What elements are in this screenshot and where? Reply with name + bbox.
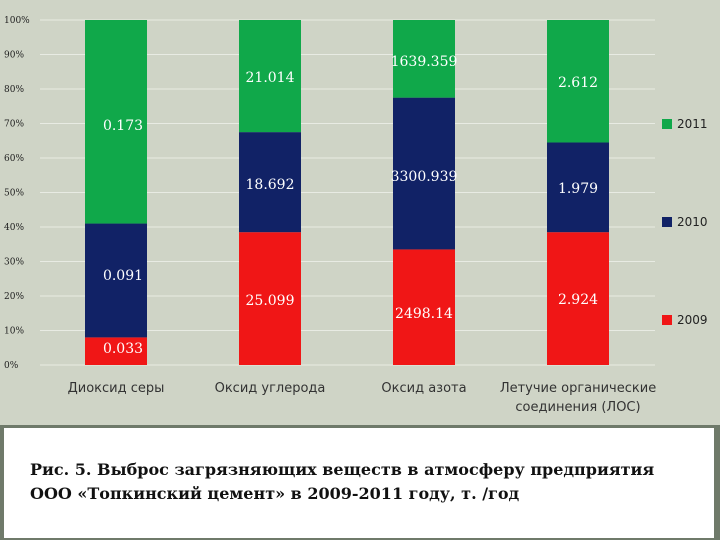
bar-segment-2011 <box>393 20 455 98</box>
y-tick-label: 70% <box>4 120 24 130</box>
bar-segment-2010 <box>393 97 455 250</box>
data-label: 2498.14 <box>395 306 453 322</box>
bar-segment-2011 <box>239 20 301 133</box>
y-tick-label: 90% <box>4 51 24 61</box>
chart-panel: 0% 10% 20% 30% 40% 50% 60% 70% 80% 90% 100% 0.033 2… <box>0 0 720 425</box>
data-label: 25.099 <box>246 293 295 309</box>
data-label: 3300.939 <box>391 169 458 185</box>
caption-box: Рис. 5. Выброс загрязняющих веществ в ат… <box>4 428 714 538</box>
data-label: 0.091 <box>103 268 143 284</box>
x-axis-labels: Диоксид серы Оксид углерода Оксид азота Лет… <box>68 381 657 415</box>
y-tick-label: 40% <box>4 223 24 233</box>
x-axis-label: Оксид азота <box>381 381 466 396</box>
x-axis-label: Оксид углерода <box>215 381 326 396</box>
bar-segment-2009 <box>239 232 301 365</box>
x-axis-label: Летучие органические <box>500 381 656 396</box>
data-labels: 0.033 25.099 2498.14 2.924 0.091 18.692 3300.9… <box>103 54 598 357</box>
legend-swatch-2010 <box>662 217 672 227</box>
y-tick-label: 20% <box>4 292 24 302</box>
data-label: 0.033 <box>103 341 143 357</box>
x-axis-label: Диоксид серы <box>68 381 165 396</box>
data-label: 1.979 <box>558 181 598 197</box>
bar-segment-2010 <box>239 132 301 233</box>
x-axis-label: соединения (ЛОС) <box>515 400 640 415</box>
figure-caption: Рис. 5. Выброс загрязняющих веществ в ат… <box>30 460 655 503</box>
legend-label-2010: 2010 <box>677 215 708 229</box>
y-axis-ticks: 0% 10% 20% 30% 40% 50% 60% 70% 80% 90% 100% <box>4 16 30 371</box>
data-label: 2.612 <box>558 75 598 91</box>
bar-segment-2009 <box>547 232 609 365</box>
bar-segment-2011 <box>85 20 147 224</box>
bar-segment-2011 <box>547 20 609 143</box>
legend: 2009 2010 2011 <box>662 117 708 327</box>
bar-segment-2009 <box>393 249 455 365</box>
legend-swatch-2009 <box>662 315 672 325</box>
data-label: 21.014 <box>246 70 295 86</box>
data-label: 18.692 <box>246 177 295 193</box>
y-tick-label: 0% <box>4 361 19 371</box>
data-label: 0.173 <box>103 118 143 134</box>
legend-swatch-2011 <box>662 119 672 129</box>
data-label: 1639.359 <box>391 54 458 70</box>
bar-segment-2009 <box>85 337 147 365</box>
bars <box>85 20 609 365</box>
data-label: 2.924 <box>558 292 598 308</box>
stacked-bar-chart: 0% 10% 20% 30% 40% 50% 60% 70% 80% 90% 100% 0.033 2… <box>4 16 708 415</box>
y-tick-label: 60% <box>4 154 24 164</box>
y-tick-label: 30% <box>4 258 24 268</box>
bar-segment-2010 <box>85 223 147 338</box>
y-tick-label: 80% <box>4 85 24 95</box>
legend-label-2011: 2011 <box>677 117 708 131</box>
legend-label-2009: 2009 <box>677 313 708 327</box>
bar-segment-2010 <box>547 142 609 233</box>
y-tick-label: 50% <box>4 189 24 199</box>
y-tick-label: 100% <box>4 16 30 26</box>
y-tick-label: 10% <box>4 327 24 337</box>
